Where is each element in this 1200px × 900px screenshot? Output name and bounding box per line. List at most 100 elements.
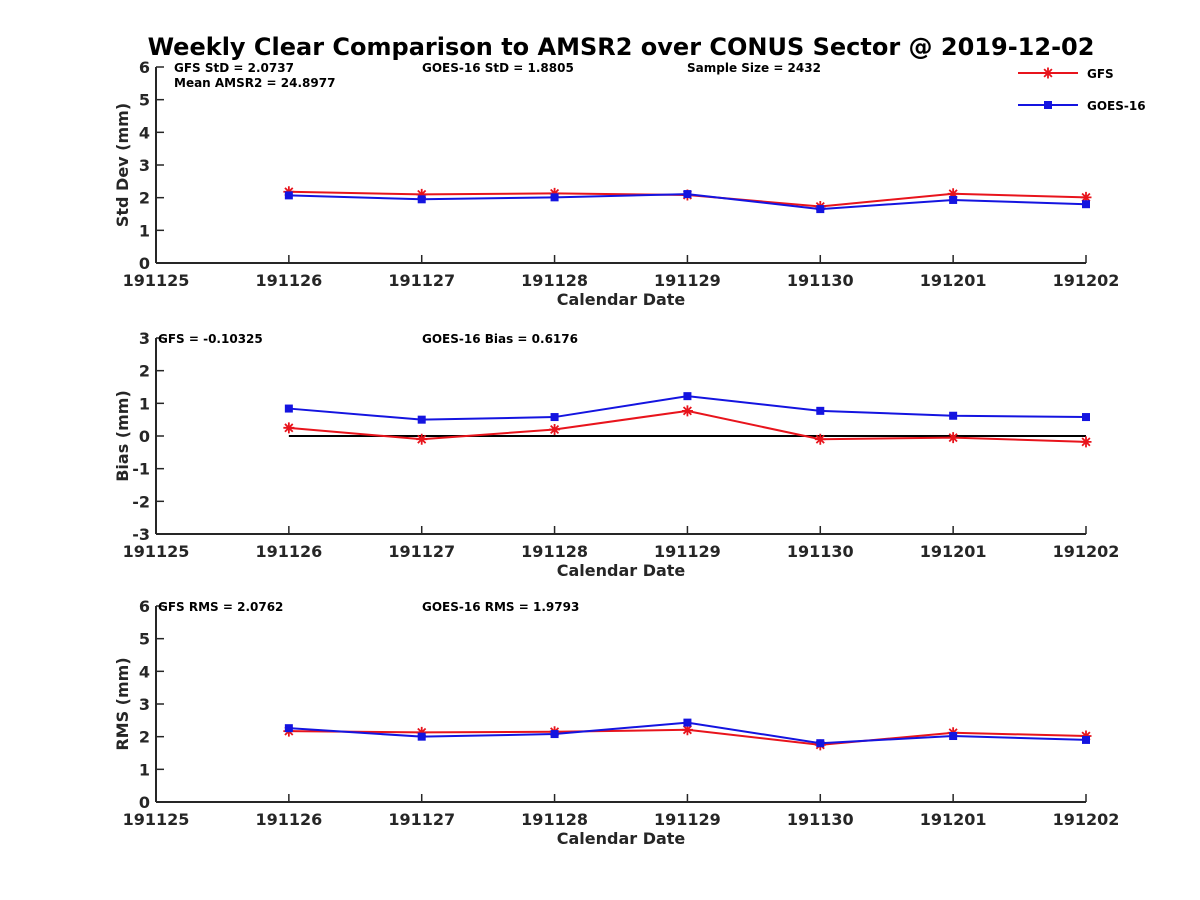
x-tick-label: 191202 xyxy=(1053,542,1120,561)
data-point-gfs xyxy=(416,188,428,200)
x-tick-label: 191128 xyxy=(521,542,588,561)
x-axis-label: Calendar Date xyxy=(557,290,686,309)
annotation-mid: GOES-16 RMS = 1.9793 xyxy=(422,600,579,614)
y-tick-label: -1 xyxy=(132,460,150,479)
data-point-gfs xyxy=(947,188,959,200)
x-axis-label: Calendar Date xyxy=(557,829,686,848)
y-tick-label: 4 xyxy=(139,662,150,681)
data-point-gfs xyxy=(681,405,693,417)
x-tick-label: 191202 xyxy=(1053,810,1120,829)
legend-label-gfs: GFS xyxy=(1087,67,1114,81)
x-tick-label: 191202 xyxy=(1053,271,1120,290)
annotation-right: Sample Size = 2432 xyxy=(687,61,821,75)
y-tick-label: 5 xyxy=(139,91,150,110)
data-point-goes16 xyxy=(683,718,692,727)
y-tick-label: 2 xyxy=(139,728,150,747)
y-tick-label: 2 xyxy=(139,189,150,208)
y-tick-label: 3 xyxy=(139,695,150,714)
legend-item-gfs: GFS xyxy=(1018,67,1114,81)
x-tick-label: 191130 xyxy=(787,271,854,290)
x-tick-label: 191129 xyxy=(654,271,721,290)
legend: GFS GOES-16 xyxy=(1018,67,1146,113)
x-tick-label: 191125 xyxy=(123,542,190,561)
data-point-gfs xyxy=(814,433,826,445)
x-tick-label: 191127 xyxy=(388,271,455,290)
data-point-gfs xyxy=(416,433,428,445)
series-goes16 xyxy=(284,190,1090,214)
x-tick-label: 191130 xyxy=(787,542,854,561)
data-point-gfs xyxy=(947,432,959,444)
data-point-gfs xyxy=(1080,436,1092,448)
y-tick-label: 6 xyxy=(139,597,150,616)
x-tick-label: 191125 xyxy=(123,810,190,829)
series-gfs xyxy=(283,405,1092,448)
data-point-gfs xyxy=(1080,191,1092,203)
data-point-goes16 xyxy=(550,193,559,202)
legend-marker-gfs xyxy=(1042,67,1054,79)
x-tick-label: 191126 xyxy=(255,271,322,290)
data-point-goes16 xyxy=(683,392,692,401)
x-axis-label: Calendar Date xyxy=(557,561,686,580)
legend-item-goes16: GOES-16 xyxy=(1018,99,1146,113)
y-tick-label: 2 xyxy=(139,362,150,381)
annotation-left: GFS StD = 2.0737 xyxy=(174,61,294,75)
data-point-goes16 xyxy=(949,732,958,741)
x-tick-label: 191127 xyxy=(388,542,455,561)
data-point-goes16 xyxy=(683,190,692,199)
y-tick-label: 3 xyxy=(139,156,150,175)
data-point-gfs xyxy=(416,726,428,738)
y-axis-label: RMS (mm) xyxy=(113,657,132,750)
y-tick-label: 5 xyxy=(139,630,150,649)
y-tick-label: 6 xyxy=(139,58,150,77)
legend-marker-symbol xyxy=(1044,101,1052,109)
y-tick-label: 4 xyxy=(139,123,150,142)
y-axis-label: Std Dev (mm) xyxy=(113,103,132,227)
y-tick-label: -3 xyxy=(132,525,150,544)
data-point-goes16 xyxy=(949,195,958,204)
data-point-goes16 xyxy=(284,191,293,200)
data-point-gfs xyxy=(681,724,693,736)
x-tick-label: 191130 xyxy=(787,810,854,829)
x-tick-label: 191201 xyxy=(920,810,987,829)
data-point-goes16 xyxy=(949,411,958,420)
y-tick-label: 0 xyxy=(139,254,150,273)
chart-panel-1: 0 1 2 3 4 5 6 191125 191126 191127 191128 191129 191… xyxy=(113,58,1119,309)
chart-panels: 0 1 2 3 4 5 6 191125 191126 191127 191128 191129 191… xyxy=(113,58,1119,848)
data-point-goes16 xyxy=(284,404,293,413)
legend-label-goes16: GOES-16 xyxy=(1087,99,1146,113)
chart-panel-2: -3 -2 -1 0 1 2 3 191125 191126 191127 191128 191129… xyxy=(113,329,1119,580)
data-point-goes16 xyxy=(417,732,426,741)
data-point-goes16 xyxy=(417,195,426,204)
data-point-goes16 xyxy=(816,406,825,415)
data-point-goes16 xyxy=(550,413,559,422)
y-axis-label: Bias (mm) xyxy=(113,390,132,482)
x-tick-label: 191201 xyxy=(920,271,987,290)
data-point-goes16 xyxy=(550,730,559,739)
annotation-mid: GOES-16 Bias = 0.6176 xyxy=(422,332,578,346)
data-point-gfs xyxy=(283,422,295,434)
y-tick-label: 1 xyxy=(139,221,150,240)
y-tick-label: 1 xyxy=(139,760,150,779)
x-tick-label: 191201 xyxy=(920,542,987,561)
data-point-goes16 xyxy=(284,724,293,733)
legend-marker-goes16 xyxy=(1044,101,1052,109)
data-point-goes16 xyxy=(816,739,825,748)
data-point-goes16 xyxy=(1082,413,1090,422)
chart-panel-3: 0 1 2 3 4 5 6 191125 191126 191127 191128 191129 191… xyxy=(113,597,1119,848)
x-tick-label: 191125 xyxy=(123,271,190,290)
y-tick-label: 3 xyxy=(139,329,150,348)
y-tick-label: -2 xyxy=(132,492,150,511)
data-point-goes16 xyxy=(1082,735,1090,744)
y-tick-label: 0 xyxy=(139,793,150,812)
x-tick-label: 191129 xyxy=(654,542,721,561)
annotation-left: GFS = -0.10325 xyxy=(158,332,263,346)
data-point-gfs xyxy=(549,423,561,435)
x-tick-label: 191126 xyxy=(255,810,322,829)
series-goes16 xyxy=(284,392,1090,424)
x-tick-label: 191128 xyxy=(521,271,588,290)
data-point-goes16 xyxy=(417,415,426,424)
y-tick-label: 1 xyxy=(139,394,150,413)
legend-marker-symbol xyxy=(1042,67,1054,79)
x-tick-label: 191127 xyxy=(388,810,455,829)
